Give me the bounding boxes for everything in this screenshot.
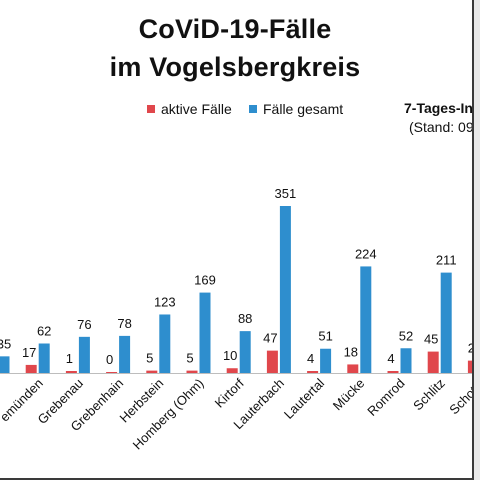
bar-total: [38, 343, 50, 373]
bar-total: [159, 314, 171, 373]
x-tick-label: Romrod: [364, 376, 407, 419]
data-label-total: 62: [37, 324, 51, 339]
bar-total: [440, 272, 452, 373]
bar-active: [387, 371, 399, 373]
bar-chart: 351762emünden176Grebenau078Grebenhain512…: [0, 186, 472, 453]
data-label-total: 78: [117, 316, 131, 331]
data-label-active: 17: [22, 345, 36, 360]
x-tick-label: Mücke: [330, 376, 368, 414]
legend-label-active: aktive Fälle: [161, 101, 232, 117]
data-label-active: 4: [307, 351, 314, 366]
bar-active: [266, 350, 278, 373]
incidence-note-date: (Stand: 09.: [409, 119, 474, 135]
x-tick-label: Schotte: [446, 376, 472, 418]
bar-active: [186, 370, 198, 373]
bar-active: [65, 371, 77, 373]
bar-active: [25, 364, 37, 373]
data-label-active: 2: [468, 341, 472, 356]
data-label-active: 10: [223, 348, 237, 363]
data-label-active: 0: [106, 352, 113, 367]
x-tick-label: Homberg (Ohm): [130, 376, 207, 453]
bar-total: [119, 335, 131, 373]
data-label-active: 5: [146, 351, 153, 366]
incidence-note-title: 7-Tages-Inz: [404, 100, 474, 116]
bar-total: [239, 331, 251, 373]
data-label-total: 123: [154, 294, 176, 309]
bar-active: [307, 371, 319, 373]
data-label-total: 52: [399, 328, 413, 343]
data-label-active: 5: [186, 351, 193, 366]
bar-total: [320, 348, 332, 373]
data-label-total: 76: [77, 317, 91, 332]
legend-item-active: aktive Fälle: [147, 101, 232, 117]
data-label-total: 211: [436, 253, 457, 268]
data-label-active: 1: [66, 351, 73, 366]
bar-total: [279, 206, 291, 373]
data-label-active: 45: [424, 332, 438, 347]
legend-item-total: Fälle gesamt: [249, 101, 343, 117]
legend-label-total: Fälle gesamt: [263, 101, 344, 117]
chart-title: CoViD-19-Fälle: [138, 14, 332, 44]
legend-swatch-total: [249, 105, 257, 113]
bar-total: [78, 336, 90, 373]
data-label-total: 351: [275, 186, 297, 201]
chart-subtitle: im Vogelsbergkreis: [109, 52, 361, 82]
bar-total: [400, 348, 412, 373]
data-label-total: 224: [355, 246, 377, 261]
data-label-total: 169: [194, 273, 216, 288]
bar-active: [347, 364, 359, 373]
bar-active: [467, 360, 472, 373]
x-tick-label: Kirtorf: [212, 375, 247, 410]
bar-active: [427, 351, 439, 373]
bar-total: [0, 356, 10, 373]
data-label-active: 4: [387, 351, 394, 366]
bar-active: [226, 368, 238, 373]
bar-active: [106, 372, 118, 373]
x-tick-label: Schlitz: [410, 376, 448, 414]
bar-total: [360, 266, 372, 373]
bar-active: [146, 370, 158, 373]
x-tick-label: Lautertal: [281, 375, 327, 421]
legend-swatch-active: [147, 105, 155, 113]
data-label-total: 35: [0, 336, 11, 351]
bar-total: [199, 292, 211, 373]
data-label-total: 88: [238, 311, 252, 326]
data-label-active: 47: [263, 331, 277, 346]
data-label-active: 18: [344, 344, 358, 359]
data-label-total: 51: [318, 329, 332, 344]
